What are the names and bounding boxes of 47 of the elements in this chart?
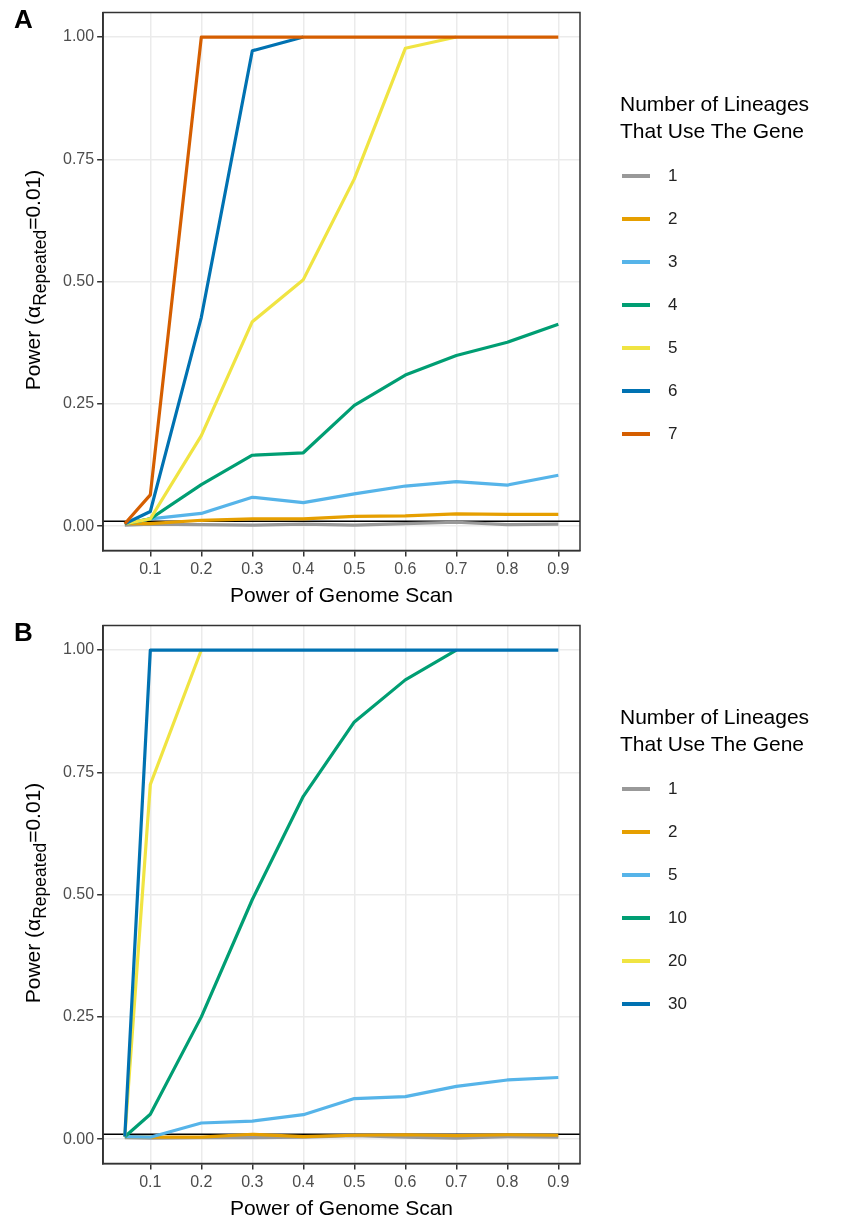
y-tick-label: 0.75 bbox=[63, 149, 95, 167]
x-tick-label: 0.8 bbox=[496, 1172, 519, 1190]
x-axis-title: Power of Genome Scan bbox=[230, 1196, 454, 1220]
legend-label: 4 bbox=[668, 295, 678, 316]
text: B bbox=[14, 617, 33, 648]
x-tick-label: 0.7 bbox=[445, 559, 468, 577]
y-tick-label: 0.25 bbox=[63, 394, 95, 412]
x-tick-label: 0.5 bbox=[343, 559, 366, 577]
legend-title: Number of Lineages That Use The Gene bbox=[620, 91, 811, 145]
legend-label: 2 bbox=[668, 822, 678, 843]
legend-label: 5 bbox=[668, 338, 678, 359]
legend-label: 7 bbox=[668, 424, 678, 445]
x-tick-label: 0.1 bbox=[139, 1172, 162, 1190]
legend-label: 20 bbox=[668, 951, 687, 972]
text: A bbox=[14, 4, 33, 35]
x-axis-title: Power of Genome Scan bbox=[230, 583, 454, 607]
x-tick-label: 0.9 bbox=[547, 1172, 570, 1190]
x-tick-label: 0.2 bbox=[190, 1172, 213, 1190]
legend-label: 6 bbox=[668, 381, 678, 402]
y-tick-label: 0.00 bbox=[63, 516, 95, 534]
y-tick-label: 1.00 bbox=[63, 640, 95, 658]
legend-title: Number of Lineages That Use The Gene bbox=[620, 704, 811, 758]
x-tick-label: 0.1 bbox=[139, 559, 162, 577]
legend-label: 10 bbox=[668, 908, 687, 929]
x-tick-label: 0.3 bbox=[241, 1172, 264, 1190]
x-tick-label: 0.4 bbox=[292, 1172, 315, 1190]
x-tick-label: 0.6 bbox=[394, 559, 417, 577]
legend-label: 3 bbox=[668, 252, 678, 273]
x-tick-label: 0.5 bbox=[343, 1172, 366, 1190]
x-tick-label: 0.9 bbox=[547, 559, 570, 577]
x-tick-label: 0.6 bbox=[394, 1172, 417, 1190]
x-tick-label: 0.8 bbox=[496, 559, 519, 577]
legend-label: 5 bbox=[668, 865, 678, 886]
y-tick-label: 0.50 bbox=[63, 885, 95, 903]
y-tick-label: 0.50 bbox=[63, 272, 95, 290]
x-tick-label: 0.7 bbox=[445, 1172, 468, 1190]
legend-label: 30 bbox=[668, 994, 687, 1015]
y-tick-label: 0.25 bbox=[63, 1007, 95, 1025]
legend-label: 2 bbox=[668, 209, 678, 230]
y-tick-label: 0.00 bbox=[63, 1129, 95, 1147]
x-tick-label: 0.2 bbox=[190, 559, 213, 577]
x-tick-label: 0.4 bbox=[292, 559, 315, 577]
legend-label: 1 bbox=[668, 166, 678, 187]
legend-label: 1 bbox=[668, 779, 678, 800]
y-tick-label: 1.00 bbox=[63, 27, 95, 45]
y-tick-label: 0.75 bbox=[63, 762, 95, 780]
x-tick-label: 0.3 bbox=[241, 559, 264, 577]
